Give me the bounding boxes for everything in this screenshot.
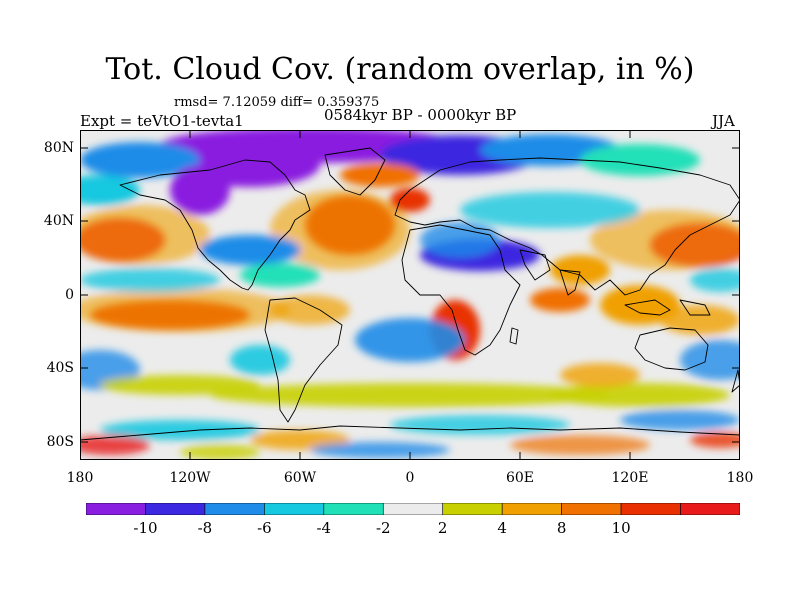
colorbar-swatch	[561, 503, 622, 515]
colorbar-label: -6	[257, 519, 272, 537]
colorbar-label: -10	[133, 519, 158, 537]
lon-label: 120E	[611, 470, 649, 486]
colorbar-label: -4	[316, 519, 332, 537]
period-label: 0584kyr BP - 0000kyr BP	[324, 106, 517, 124]
colorbar-swatch	[501, 503, 562, 515]
colorbar-swatch	[323, 503, 384, 515]
lon-label: 180	[66, 470, 94, 486]
colorbar-label: 10	[611, 519, 631, 537]
colorbar-swatch	[382, 503, 444, 515]
colorbar-swatch	[620, 503, 681, 515]
colorbar-label: 4	[497, 519, 507, 537]
map-title: Tot. Cloud Cov. (random overlap, in %)	[105, 52, 695, 87]
lon-label: 60W	[283, 470, 317, 486]
lon-label: 180	[726, 470, 754, 486]
colorbar-swatch	[204, 503, 265, 515]
lat-label: 80N	[43, 140, 74, 156]
colorbar-label: 8	[556, 519, 567, 537]
colorbar-swatch	[145, 503, 206, 515]
lat-label: 80S	[46, 434, 74, 450]
colorbar-swatch	[680, 503, 740, 515]
lat-label: 40N	[43, 213, 74, 229]
coastlines	[80, 147, 740, 441]
experiment-label: Expt = teVtO1-tevta1	[80, 112, 244, 130]
colorbar-swatch	[442, 503, 503, 515]
axis-ticks	[80, 130, 740, 460]
stats-label: rmsd= 7.12059 diff= 0.359375	[174, 95, 380, 110]
colorbar-label: -2	[375, 519, 391, 537]
anomaly-field	[80, 130, 740, 460]
colorbar-swatch	[86, 503, 146, 515]
colorbar-label: 2	[437, 519, 448, 537]
colorbar-swatch	[264, 503, 325, 515]
colorbar-label: -8	[197, 519, 213, 537]
lon-label: 0	[405, 470, 415, 486]
lon-label: 120W	[169, 470, 211, 486]
lat-label: 40S	[46, 360, 74, 376]
lon-label: 60E	[505, 470, 535, 486]
lat-label: 0	[65, 287, 74, 303]
colorbar	[86, 503, 740, 515]
season-label: JJA	[712, 112, 735, 130]
cloud-cover-map	[80, 130, 740, 460]
